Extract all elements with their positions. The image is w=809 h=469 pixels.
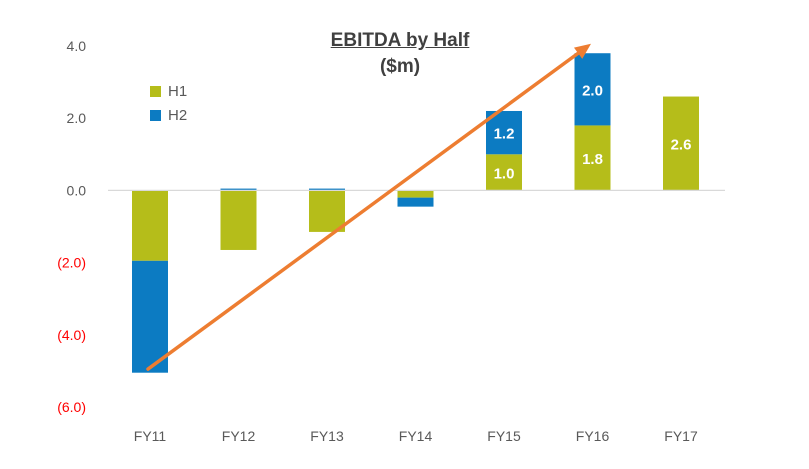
x-tick-label: FY13 (310, 428, 344, 444)
x-tick-label: FY12 (222, 428, 256, 444)
legend-swatch-h1 (150, 85, 161, 97)
x-tick-label: FY14 (399, 428, 433, 444)
chart-title: EBITDA by Half ($m) (300, 28, 500, 80)
data-labels: 1.0 1.2 1.8 2.0 2.6 (494, 82, 692, 182)
chart-subtitle: ($m) (379, 56, 421, 77)
bar-h2-fy11 (132, 260, 168, 373)
legend: H1 H2 (150, 79, 187, 127)
y-tick-label: (2.0) (57, 255, 86, 271)
y-tick-label: (4.0) (57, 327, 86, 343)
bars (132, 53, 699, 373)
y-tick-label: 4.0 (67, 38, 87, 54)
bar-h1-fy12 (220, 190, 257, 250)
legend-label-h1: H1 (168, 82, 188, 100)
bar-h1-fy16 (574, 125, 611, 191)
data-label: 1.0 (494, 165, 515, 182)
y-tick-label: 0.0 (67, 182, 87, 198)
data-label: 2.0 (582, 82, 603, 99)
legend-item-h2: H2 (150, 103, 187, 127)
x-tick-label: FY16 (576, 428, 610, 444)
chart-title-text: EBITDA by Half (330, 30, 470, 51)
y-tick-label: (6.0) (57, 399, 86, 415)
data-label: 1.2 (494, 126, 515, 143)
bar-h1-fy17 (663, 96, 699, 191)
x-tick-label: FY11 (134, 428, 167, 444)
bar-h2-fy12 (220, 188, 257, 191)
legend-label-h2: H2 (168, 106, 188, 124)
y-axis: 4.0 2.0 0.0 (2.0) (4.0) (6.0) (57, 38, 86, 415)
x-tick-label: FY15 (487, 428, 521, 444)
x-tick-label: FY17 (664, 428, 698, 444)
bar-h2-fy13 (309, 188, 345, 191)
bar-h1-fy14 (397, 190, 434, 198)
trend-arrow-shaft (146, 51, 580, 371)
legend-swatch-h2 (150, 109, 161, 121)
x-axis: FY11 FY12 FY13 FY14 FY15 FY16 FY17 (134, 428, 698, 444)
bar-h2-fy16 (574, 53, 611, 126)
legend-item-h1: H1 (150, 79, 187, 103)
bar-h1-fy15 (486, 154, 522, 191)
bar-h1-fy11 (132, 190, 168, 261)
bar-h1-fy13 (309, 190, 345, 232)
trend-arrow-head (573, 43, 591, 59)
data-label: 2.6 (671, 136, 692, 153)
y-tick-label: 2.0 (67, 110, 87, 126)
trend-arrow (146, 43, 591, 371)
data-label: 1.8 (582, 151, 603, 168)
bar-h2-fy14 (397, 197, 434, 207)
